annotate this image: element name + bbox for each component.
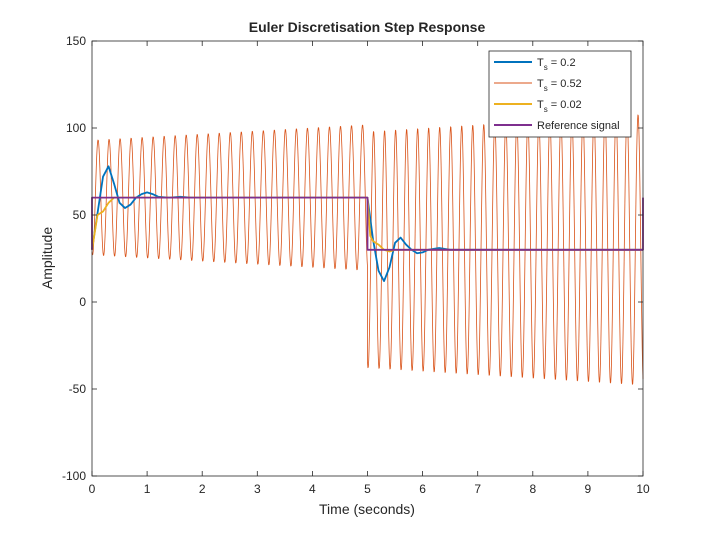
y-tick-label: -50 bbox=[69, 382, 87, 396]
x-tick-label: 10 bbox=[636, 482, 650, 496]
legend-label-subscript: s bbox=[544, 63, 548, 72]
x-tick-label: 9 bbox=[585, 482, 592, 496]
legend-label-base: T bbox=[537, 57, 544, 69]
y-tick-label: 100 bbox=[66, 121, 86, 135]
legend-label: Ts = 0.52 bbox=[537, 78, 582, 93]
legend-label-rest: = 0.2 bbox=[548, 57, 576, 69]
x-tick-label: 1 bbox=[144, 482, 151, 496]
x-tick-label: 4 bbox=[309, 482, 316, 496]
series-line-1 bbox=[91, 114, 644, 385]
legend-label-base: Reference signal bbox=[537, 120, 620, 132]
x-axis-title: Time (seconds) bbox=[319, 501, 415, 517]
x-tick-label: 6 bbox=[419, 482, 426, 496]
legend-label-subscript: s bbox=[544, 84, 548, 93]
legend-label-base: T bbox=[537, 78, 544, 90]
legend-box bbox=[488, 50, 632, 138]
y-tick-label: 150 bbox=[66, 34, 86, 48]
y-axis-title: Amplitude bbox=[39, 227, 55, 289]
x-tick-label: 3 bbox=[254, 482, 261, 496]
legend-label: Ts = 0.02 bbox=[537, 99, 582, 114]
x-tick-label: 0 bbox=[89, 482, 96, 496]
y-tick-label: 0 bbox=[79, 295, 86, 309]
x-tick-label: 8 bbox=[529, 482, 536, 496]
tick-layer: 0 1 2 3 4 5 6 7 8 9 10 -100 -50 0 50 100 150 bbox=[62, 34, 650, 496]
y-tick-label: 50 bbox=[73, 208, 87, 222]
legend-label-rest: = 0.52 bbox=[548, 78, 582, 90]
y-tick-label: -100 bbox=[62, 469, 86, 483]
legend-label-subscript: s bbox=[544, 105, 548, 114]
legend-label-rest: = 0.02 bbox=[548, 99, 582, 111]
legend-label: Ts = 0.2 bbox=[537, 57, 576, 72]
legend-label-base: T bbox=[537, 99, 544, 111]
legend-label: Reference signal bbox=[537, 120, 620, 132]
x-tick-label: 7 bbox=[474, 482, 481, 496]
x-tick-label: 5 bbox=[364, 482, 371, 496]
chart-title: Euler Discretisation Step Response bbox=[249, 19, 486, 35]
x-tick-label: 2 bbox=[199, 482, 206, 496]
